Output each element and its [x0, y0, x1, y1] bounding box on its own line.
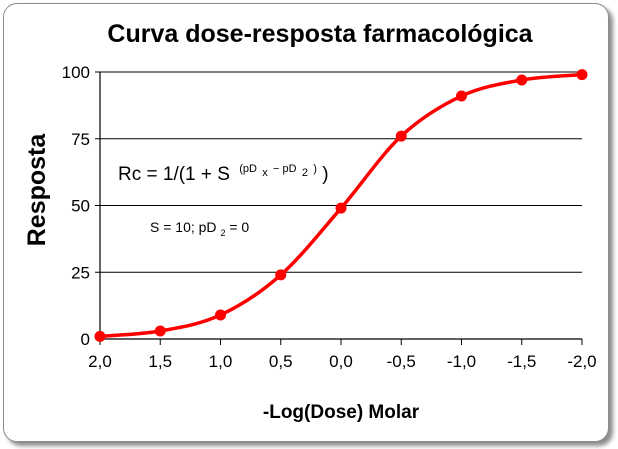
y-tick-label: 75: [71, 130, 90, 149]
equation-exp-open: (pD: [239, 163, 257, 175]
equation-exp-sub-2: 2: [302, 167, 308, 179]
note-subscript: 2: [220, 228, 225, 238]
x-tick-label: -2,0: [567, 352, 596, 371]
equation-exp-sub-x: x: [262, 167, 268, 179]
equation-tail: ): [322, 164, 328, 185]
data-point: [335, 202, 347, 214]
parameter-note: S = 10; pD 2 = 0: [150, 219, 249, 239]
note-part2: = 0: [229, 219, 249, 235]
x-tick-label: -1,5: [507, 352, 536, 371]
series-points: [94, 69, 588, 342]
gridlines: [95, 71, 582, 340]
data-point: [516, 74, 528, 86]
axes: [99, 72, 583, 345]
x-tick-label: -1,0: [447, 352, 476, 371]
x-tick-label: 0,5: [269, 352, 293, 371]
equation-main: Rc = 1/(1 + S: [118, 164, 230, 185]
data-point: [576, 69, 588, 81]
data-point: [215, 309, 226, 321]
y-tick-label: 0: [81, 330, 90, 349]
equation-exp-mid: − pD: [273, 163, 297, 175]
data-point: [456, 90, 467, 102]
y-tick-label: 100: [62, 63, 90, 82]
data-point: [275, 269, 287, 281]
y-tick-label: 50: [71, 197, 90, 216]
chart-frame: [3, 3, 609, 442]
x-tick-labels: 2,0 1,5 1,0 0,5 0,0 -0,5 -1,0 -1,5 -2,0: [88, 352, 596, 371]
note-part1: S = 10; pD: [150, 219, 217, 235]
x-tick-label: 2,0: [88, 352, 112, 371]
y-tick-label: 25: [71, 263, 90, 282]
x-axis-title: -Log(Dose) Molar: [263, 402, 420, 423]
chart-title: Curva dose-resposta farmacológica: [107, 20, 533, 48]
x-tick-label: 1,5: [148, 352, 172, 371]
data-point: [395, 130, 407, 142]
equation-exp-close: ): [313, 163, 317, 175]
x-tick-label: 1,0: [209, 352, 233, 371]
y-tick-labels: 0 25 50 75 100: [62, 63, 90, 349]
data-point: [94, 330, 106, 342]
x-tick-label: -0,5: [387, 352, 416, 371]
x-tick-label: 0,0: [329, 352, 353, 371]
y-axis-title: Resposta: [23, 133, 51, 247]
equation-annotation: Rc = 1/(1 + S (pD x − pD 2 ) ): [118, 156, 329, 185]
data-point: [154, 325, 166, 337]
